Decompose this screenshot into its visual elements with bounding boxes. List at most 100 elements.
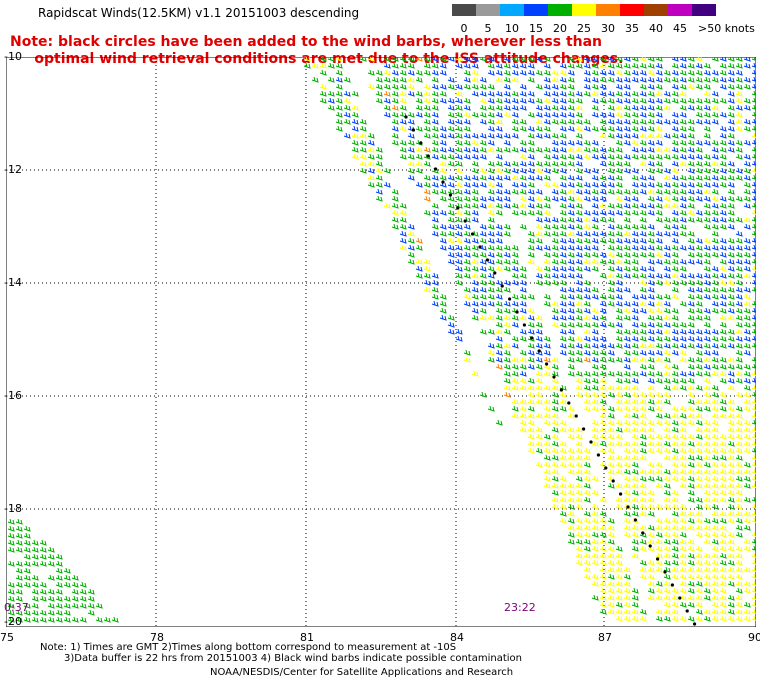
wind-barb: [447, 188, 455, 195]
wind-barb: [439, 188, 447, 195]
wind-barb: [623, 370, 631, 377]
wind-barb: [639, 468, 647, 475]
wind-barb: [455, 62, 463, 69]
wind-barb: [551, 398, 559, 405]
wind-barb: [751, 594, 756, 600]
wind-barb: [463, 237, 471, 244]
wind-barb: [479, 230, 487, 237]
wind-barb: [15, 539, 23, 546]
wind-barb: [727, 461, 735, 468]
wind-barb: [15, 546, 23, 553]
wind-barb: [519, 83, 527, 90]
wind-barb: [735, 489, 743, 496]
wind-barb: [559, 398, 567, 405]
wind-barb: [719, 223, 727, 230]
wind-barb: [575, 468, 583, 475]
longitude-label: 81: [300, 631, 314, 644]
wind-barb: [727, 559, 735, 566]
wind-barb: [647, 363, 655, 370]
wind-barb: [751, 377, 756, 383]
wind-barb: [567, 272, 575, 279]
wind-barb: [671, 293, 679, 300]
wind-barb: [679, 132, 687, 139]
wind-barb: [647, 57, 655, 62]
wind-barb: [695, 167, 703, 174]
wind-barb: [423, 125, 431, 132]
wind-barb: [575, 118, 583, 125]
wind-barb: [511, 160, 519, 167]
wind-barb: [639, 510, 647, 517]
wind-barb: [567, 265, 575, 272]
wind-barb: [575, 538, 583, 545]
wind-barb: [535, 125, 543, 132]
wind-barb: [655, 244, 663, 251]
wind-barb: [343, 90, 351, 97]
wind-barb: [391, 69, 399, 76]
wind-barb: [551, 391, 559, 398]
legend-swatch: [476, 4, 500, 16]
wind-barb: [615, 181, 623, 188]
wind-barb: [439, 69, 447, 76]
wind-barb: [623, 377, 631, 384]
wind-barb: [503, 321, 511, 328]
wind-barb: [751, 160, 756, 166]
wind-barb: [623, 83, 631, 90]
wind-barb: [575, 111, 583, 118]
wind-barb: [663, 524, 671, 531]
wind-barb: [543, 167, 551, 174]
contamination-marker: [478, 245, 482, 249]
wind-barb: [679, 559, 687, 566]
wind-barb: [519, 356, 527, 363]
wind-barb: [695, 601, 703, 608]
wind-barb: [383, 202, 391, 209]
wind-barb: [639, 391, 647, 398]
wind-barb: [559, 503, 567, 510]
wind-barb: [455, 111, 463, 118]
wind-barb: [407, 69, 415, 76]
wind-barb: [719, 538, 727, 545]
contamination-marker: [500, 284, 504, 288]
wind-barb: [735, 97, 743, 104]
wind-barb: [615, 146, 623, 153]
wind-barb: [535, 279, 543, 286]
wind-barb: [543, 384, 551, 391]
wind-barb: [703, 223, 711, 230]
wind-barb: [495, 160, 503, 167]
wind-barb: [543, 160, 551, 167]
wind-barb: [671, 349, 679, 356]
wind-barb: [631, 510, 639, 517]
wind-barb: [711, 279, 719, 286]
wind-barb: [647, 244, 655, 251]
wind-barb: [559, 447, 567, 454]
wind-barb: [367, 139, 375, 146]
wind-barb: [479, 83, 487, 90]
wind-barb: [663, 377, 671, 384]
wind-barb: [671, 363, 679, 370]
wind-barb: [543, 118, 551, 125]
wind-barb: [743, 587, 751, 594]
wind-barb: [527, 153, 535, 160]
wind-barb: [711, 538, 719, 545]
wind-barb: [671, 167, 679, 174]
wind-barb: [591, 545, 599, 552]
wind-barb: [711, 76, 719, 83]
wind-barb: [679, 146, 687, 153]
wind-barb: [631, 615, 639, 622]
wind-barb: [599, 293, 607, 300]
wind-barb: [591, 552, 599, 559]
wind-barb: [607, 279, 615, 286]
wind-barb: [607, 349, 615, 356]
wind-barb: [487, 342, 495, 349]
legend-label: 20: [553, 22, 567, 35]
wind-barb: [503, 139, 511, 146]
wind-barb: [735, 251, 743, 258]
wind-barb: [575, 293, 583, 300]
wind-barb: [399, 244, 407, 251]
wind-barb: [671, 489, 679, 496]
wind-barb: [503, 202, 511, 209]
wind-barb: [743, 426, 751, 433]
wind-barb: [575, 132, 583, 139]
wind-barb: [423, 272, 431, 279]
wind-barb: [495, 342, 503, 349]
wind-barb: [567, 230, 575, 237]
